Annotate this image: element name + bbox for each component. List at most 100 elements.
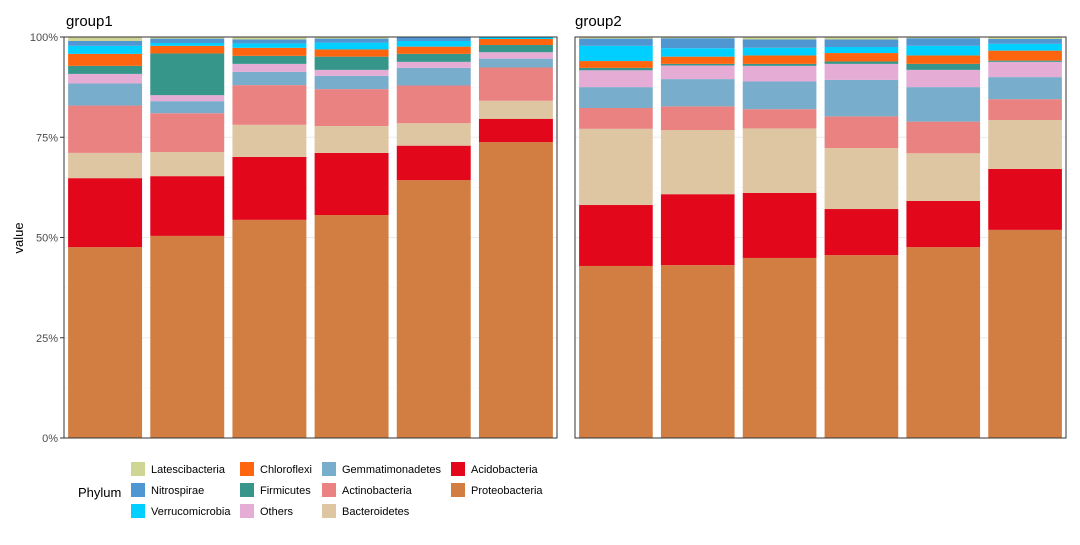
bar-segment-chloroflexi	[150, 45, 225, 54]
legend-item-others: Others	[240, 504, 294, 518]
bar-segment-firmicutes	[478, 45, 553, 53]
bar-segment-verrucomicrobia	[660, 48, 735, 57]
bar-segment-latescibacteria	[68, 37, 143, 42]
bar-segment-chloroflexi	[232, 47, 307, 56]
bar-segment-verrucomicrobia	[232, 43, 307, 48]
bar-segment-latescibacteria	[232, 37, 307, 40]
bar-segment-verrucomicrobia	[396, 41, 471, 47]
bar-segment-acidobacteria	[478, 118, 553, 143]
bar-segment-latescibacteria	[906, 37, 981, 39]
bar-segment-chloroflexi	[68, 53, 143, 66]
bar-segment-verrucomicrobia	[906, 45, 981, 56]
bar-segment-nitrospirae	[824, 39, 899, 48]
bar-segment-bacteroidetes	[824, 148, 899, 210]
bar-segment-verrucomicrobia	[824, 47, 899, 54]
bar-segment-firmicutes	[579, 67, 653, 71]
legend-key	[322, 483, 336, 497]
bar-segment-actinobacteria	[579, 107, 653, 129]
bar-segment-proteobacteria	[906, 247, 981, 438]
legend-item-nitrospirae: Nitrospirae	[131, 483, 204, 497]
legend-label: Latescibacteria	[151, 464, 226, 476]
bar-segment-firmicutes	[150, 53, 225, 96]
bar-segment-acidobacteria	[988, 168, 1062, 230]
legend-key	[451, 462, 465, 476]
bar-stack	[824, 37, 899, 438]
bar-segment-chloroflexi	[742, 55, 817, 64]
bar-segment-latescibacteria	[579, 37, 653, 39]
bar-segment-bacteroidetes	[579, 128, 653, 206]
legend-item-firmicutes: Firmicutes	[240, 483, 311, 497]
bar-segment-gemmatimonadetes	[824, 79, 899, 117]
bar-segment-proteobacteria	[314, 215, 389, 438]
bar-segment-chloroflexi	[660, 56, 735, 64]
bar-segment-acidobacteria	[396, 145, 471, 181]
bar-segment-latescibacteria	[824, 37, 899, 40]
bar-segment-firmicutes	[232, 55, 307, 64]
bar-segment-bacteroidetes	[660, 130, 735, 195]
bar-segment-acidobacteria	[150, 176, 225, 236]
bar-segment-gemmatimonadetes	[742, 81, 817, 110]
legend-item-proteobacteria: Proteobacteria	[451, 483, 543, 497]
bar-stack	[150, 37, 225, 438]
bar-segment-bacteroidetes	[232, 124, 307, 157]
bar-segment-latescibacteria	[988, 37, 1062, 40]
bar-segment-others	[579, 70, 653, 88]
legend-key	[240, 483, 254, 497]
y-tick-label: 75%	[36, 132, 58, 144]
panel-title-group1: group1	[66, 13, 113, 30]
bar-segment-others	[314, 69, 389, 76]
bar-segment-bacteroidetes	[988, 120, 1062, 169]
bar-segment-others	[232, 63, 307, 72]
bar-segment-nitrospirae	[660, 38, 735, 49]
bar-segment-proteobacteria	[988, 229, 1062, 438]
bar-segment-nitrospirae	[314, 38, 389, 43]
panel-group2	[574, 36, 1067, 439]
bar-segment-actinobacteria	[396, 85, 471, 124]
bar-segment-gemmatimonadetes	[906, 87, 981, 122]
legend-item-latescibacteria: Latescibacteria	[131, 462, 226, 476]
bar-segment-nitrospirae	[150, 38, 225, 44]
bar-stack	[742, 37, 817, 438]
bar-segment-latescibacteria	[660, 37, 735, 39]
legend-label: Nitrospirae	[151, 485, 204, 497]
bar-segment-proteobacteria	[824, 255, 899, 438]
bar-segment-proteobacteria	[396, 180, 471, 439]
bar-segment-acidobacteria	[232, 156, 307, 220]
bar-segment-others	[660, 65, 735, 80]
bar-segment-latescibacteria	[314, 37, 389, 39]
bar-segment-proteobacteria	[68, 247, 143, 438]
bar-segment-chloroflexi	[579, 61, 653, 68]
legend-label: Others	[260, 506, 294, 518]
panel-border	[63, 36, 558, 439]
bar-stack	[396, 37, 471, 439]
bar-segment-proteobacteria	[478, 142, 553, 438]
bar-segment-gemmatimonadetes	[660, 79, 735, 107]
y-tick-label: 50%	[36, 233, 58, 245]
bar-segment-actinobacteria	[478, 67, 553, 101]
bar-segment-nitrospirae	[68, 41, 143, 46]
bar-segment-others	[742, 65, 817, 82]
bar-segment-others	[906, 69, 981, 88]
bar-stack	[660, 37, 735, 438]
bar-segment-firmicutes	[660, 63, 735, 66]
legend-label: Firmicutes	[260, 485, 311, 497]
legend-item-bacteroidetes: Bacteroidetes	[322, 504, 410, 518]
bar-segment-verrucomicrobia	[579, 45, 653, 62]
legend-label: Bacteroidetes	[342, 506, 410, 518]
bar-segment-gemmatimonadetes	[396, 67, 471, 86]
legend-title: Phylum	[78, 485, 121, 500]
legend-label: Acidobacteria	[471, 464, 539, 476]
bar-segment-firmicutes	[68, 65, 143, 74]
bar-segment-acidobacteria	[68, 178, 143, 248]
bar-segment-nitrospirae	[742, 39, 817, 48]
bar-segment-actinobacteria	[232, 85, 307, 125]
bar-segment-proteobacteria	[660, 265, 735, 438]
legend-item-gemmatimonadetes: Gemmatimonadetes	[322, 462, 442, 476]
y-axis-label: value	[11, 222, 26, 253]
bar-segment-firmicutes	[314, 56, 389, 70]
legend-key	[240, 462, 254, 476]
bar-stack	[68, 37, 143, 438]
legend-key	[240, 504, 254, 518]
bar-segment-firmicutes	[988, 60, 1062, 62]
